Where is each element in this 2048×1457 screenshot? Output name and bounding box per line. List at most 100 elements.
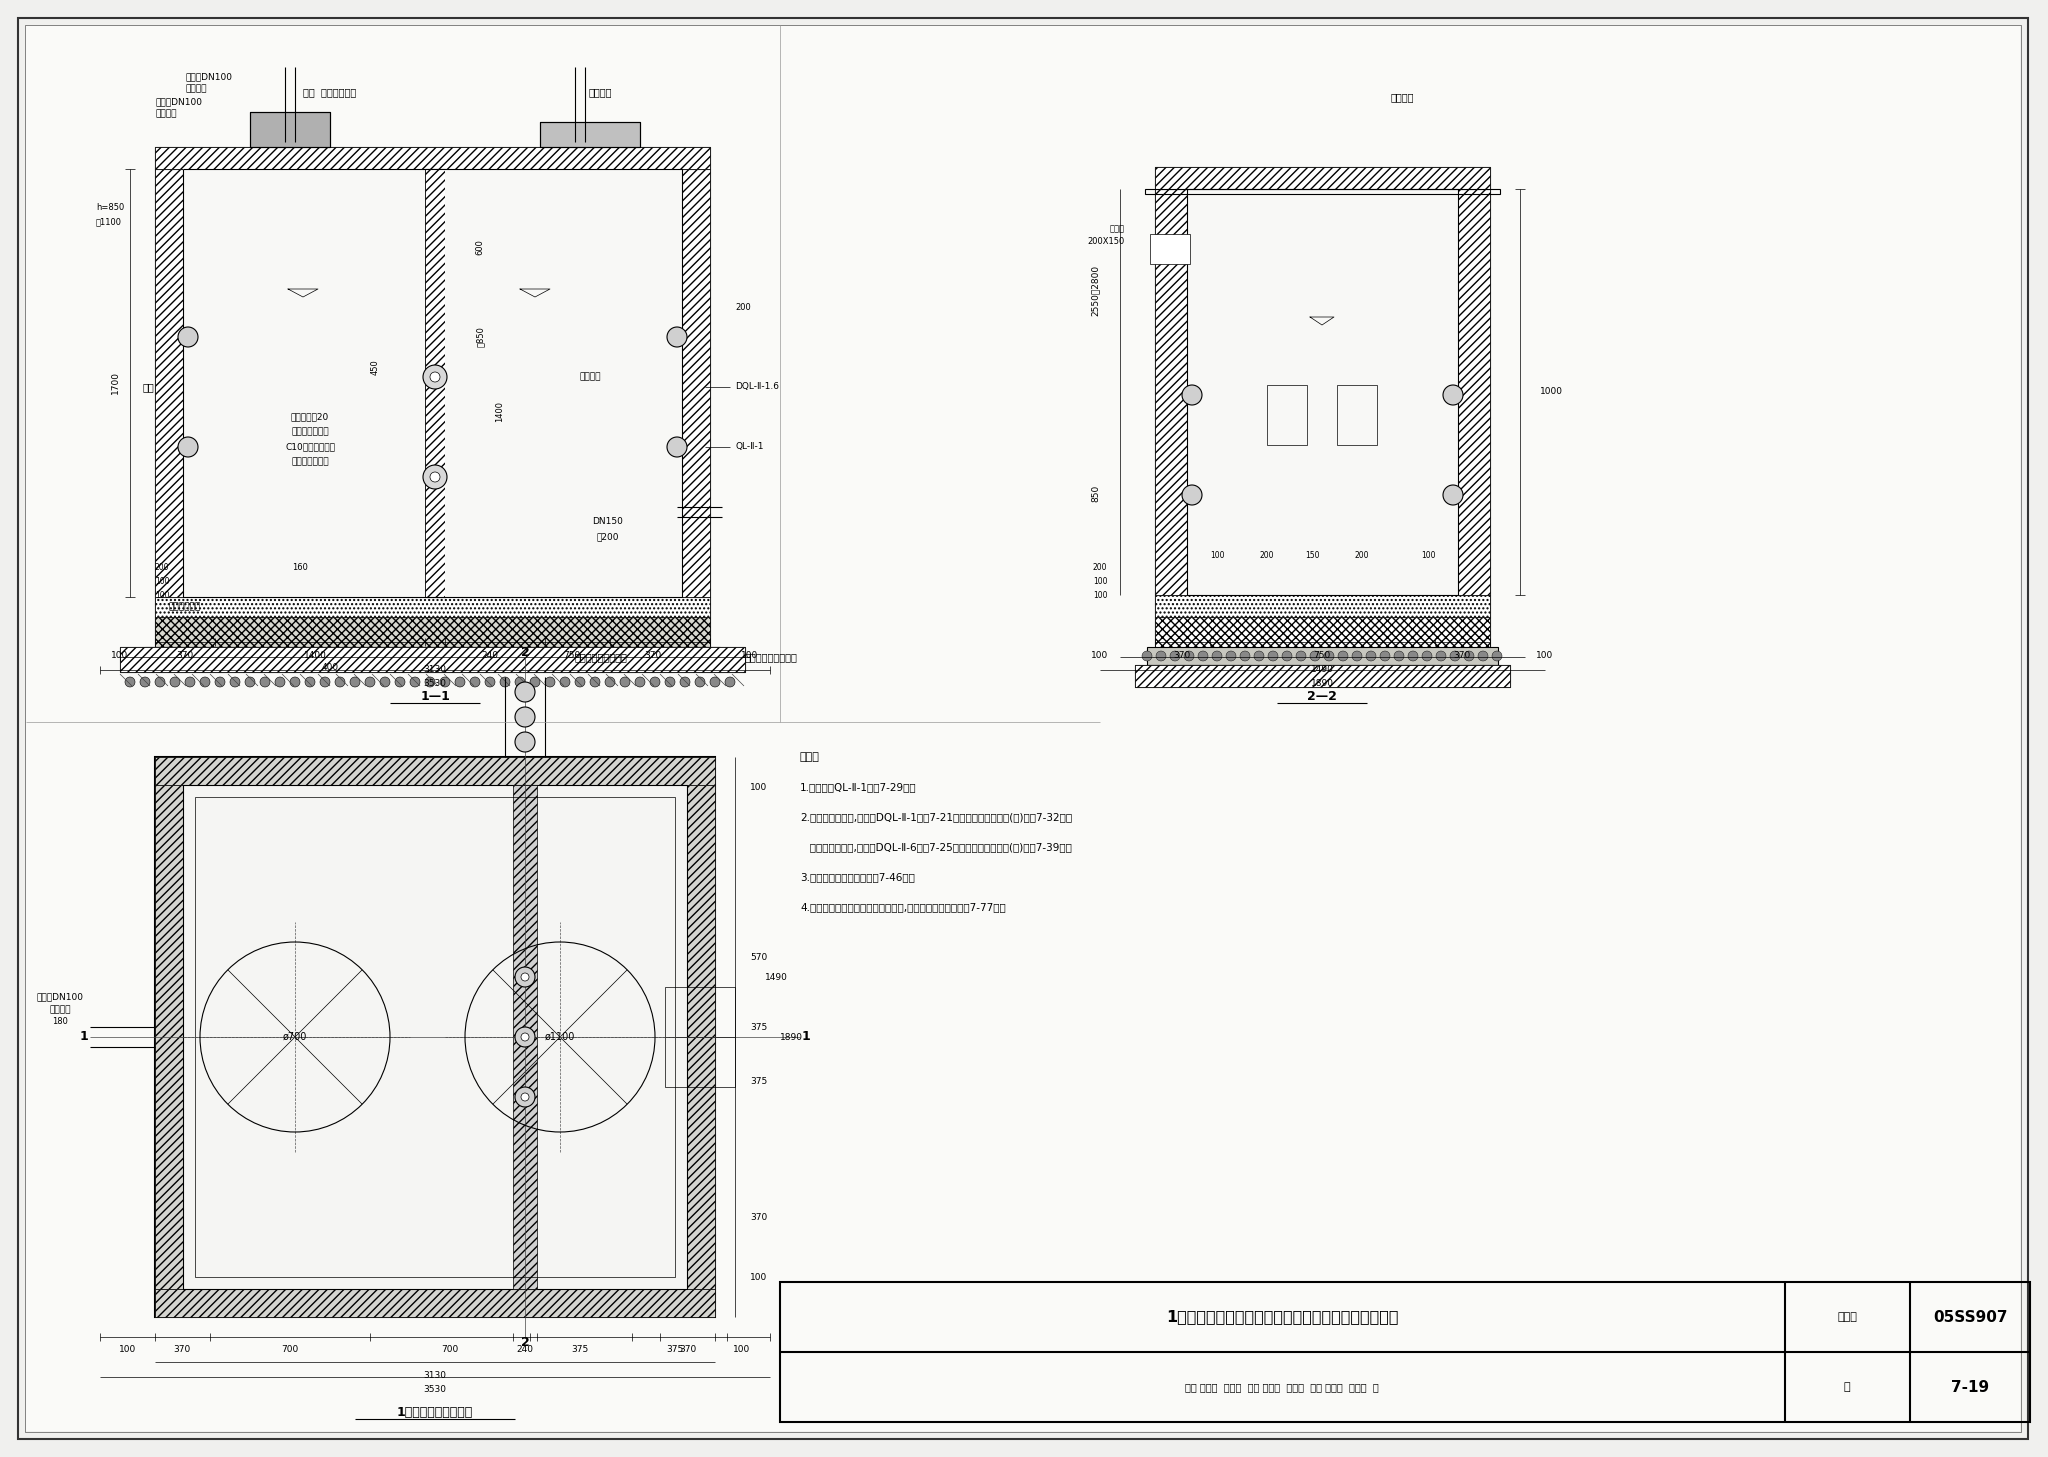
Text: 375: 375 (571, 1345, 588, 1355)
Circle shape (604, 678, 614, 688)
Text: 图集号: 图集号 (1837, 1311, 1858, 1321)
Bar (1135, 664, 1509, 688)
Circle shape (395, 678, 406, 688)
Bar (666, 986, 735, 1037)
Circle shape (305, 678, 315, 688)
Circle shape (1352, 651, 1362, 661)
Text: ø700: ø700 (283, 1032, 307, 1042)
Circle shape (1436, 651, 1446, 661)
Text: 100: 100 (156, 577, 170, 587)
Bar (426, 169, 444, 597)
Circle shape (1198, 651, 1208, 661)
Circle shape (1366, 651, 1376, 661)
Text: 200: 200 (1354, 551, 1370, 559)
Text: 100: 100 (750, 782, 768, 791)
Bar (426, 169, 444, 597)
Bar (156, 758, 715, 1317)
Text: 100: 100 (1094, 577, 1108, 587)
Text: 160: 160 (293, 562, 307, 571)
Bar (1155, 168, 1491, 189)
Circle shape (1143, 651, 1151, 661)
Text: 2: 2 (520, 1336, 528, 1349)
Text: 钢筋混凝土底板: 钢筋混凝土底板 (291, 427, 330, 437)
Text: 第二方案: 第二方案 (49, 1005, 72, 1014)
Bar (156, 169, 182, 597)
Text: DQL-Ⅱ-1.6: DQL-Ⅱ-1.6 (735, 383, 778, 392)
Circle shape (649, 678, 659, 688)
Circle shape (381, 678, 389, 688)
Text: 现浇盖板: 现浇盖板 (1391, 92, 1413, 102)
Text: 2.顶面不过汽车时,顶圈梁DQL-Ⅱ-1见第7-21页，盖板平面布置图(一)见第7-32页。: 2.顶面不过汽车时,顶圈梁DQL-Ⅱ-1见第7-21页，盖板平面布置图(一)见第… (801, 812, 1071, 822)
Circle shape (229, 678, 240, 688)
Bar (1155, 594, 1491, 616)
Circle shape (336, 678, 344, 688)
Text: 通气管DN100: 通气管DN100 (156, 98, 203, 106)
Bar (156, 597, 711, 616)
Text: 240: 240 (481, 650, 498, 660)
Circle shape (514, 682, 535, 702)
Circle shape (201, 678, 211, 688)
Bar (541, 122, 639, 147)
Text: 2—2: 2—2 (1307, 691, 1337, 704)
Circle shape (668, 437, 686, 457)
Bar (682, 169, 711, 597)
Text: 1490: 1490 (1311, 666, 1333, 675)
Text: 370: 370 (680, 1345, 696, 1355)
Circle shape (666, 678, 676, 688)
Text: 370: 370 (750, 1212, 768, 1221)
Circle shape (246, 678, 256, 688)
Text: 400: 400 (322, 663, 338, 672)
Bar (1155, 594, 1491, 616)
Circle shape (215, 678, 225, 688)
Bar (1145, 189, 1499, 194)
Circle shape (1282, 651, 1292, 661)
Circle shape (575, 678, 586, 688)
Text: 700: 700 (442, 1345, 459, 1355)
Text: 1—1: 1—1 (420, 691, 451, 704)
Bar (156, 147, 711, 169)
Bar (1147, 647, 1497, 664)
Circle shape (1479, 651, 1489, 661)
Text: ø1100: ø1100 (545, 1032, 575, 1042)
Text: 1890: 1890 (1311, 679, 1333, 688)
Bar (156, 785, 182, 1289)
Circle shape (1464, 651, 1475, 661)
Text: 200: 200 (1260, 551, 1274, 559)
Circle shape (725, 678, 735, 688)
Text: 850: 850 (1092, 485, 1100, 503)
Circle shape (1155, 651, 1165, 661)
Bar (1268, 385, 1307, 444)
Circle shape (1395, 651, 1405, 661)
Text: 100: 100 (156, 590, 170, 599)
Text: ～1100: ～1100 (96, 217, 123, 226)
Bar (1458, 189, 1491, 594)
Bar (121, 647, 745, 672)
Text: 150: 150 (1305, 551, 1319, 559)
Bar (541, 122, 639, 147)
Text: 3530: 3530 (424, 679, 446, 688)
Circle shape (485, 678, 496, 688)
Circle shape (514, 731, 535, 752)
Text: 管道支架: 管道支架 (580, 373, 600, 382)
Text: 1: 1 (803, 1030, 811, 1043)
Circle shape (156, 678, 166, 688)
Circle shape (424, 366, 446, 389)
Text: h=850: h=850 (96, 203, 125, 211)
Text: 200: 200 (156, 562, 170, 571)
Text: 240: 240 (516, 1345, 532, 1355)
Text: 370: 370 (1454, 650, 1470, 660)
Text: 100: 100 (1536, 650, 1554, 660)
Circle shape (350, 678, 360, 688)
Text: 100: 100 (733, 1345, 752, 1355)
Circle shape (184, 678, 195, 688)
Text: 第二方案: 第二方案 (156, 109, 176, 118)
Bar (666, 1037, 735, 1087)
Text: 1000: 1000 (1540, 388, 1563, 396)
Circle shape (520, 1093, 528, 1101)
Text: 进水管三个方向任选: 进水管三个方向任选 (575, 651, 629, 661)
Text: 3.现浇钢筋混凝土底板见第7-46页。: 3.现浇钢筋混凝土底板见第7-46页。 (801, 871, 915, 881)
Circle shape (1444, 485, 1462, 506)
Text: 370: 370 (176, 650, 195, 660)
Text: 200: 200 (1094, 562, 1108, 571)
Text: 通气孔: 通气孔 (1110, 224, 1124, 233)
